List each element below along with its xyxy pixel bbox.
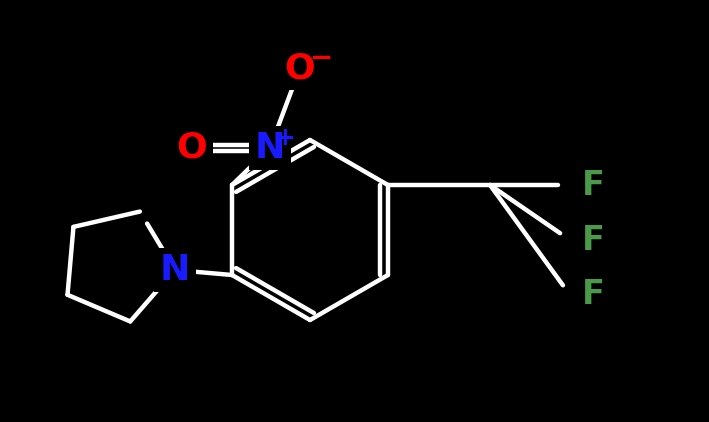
Text: O: O (177, 131, 207, 165)
Text: +: + (274, 126, 296, 150)
Text: F: F (582, 279, 605, 311)
Text: N: N (255, 131, 285, 165)
Text: −: − (311, 44, 334, 72)
Text: F: F (582, 168, 605, 201)
Text: F: F (582, 224, 605, 257)
Text: N: N (160, 253, 190, 287)
Text: O: O (284, 51, 316, 85)
